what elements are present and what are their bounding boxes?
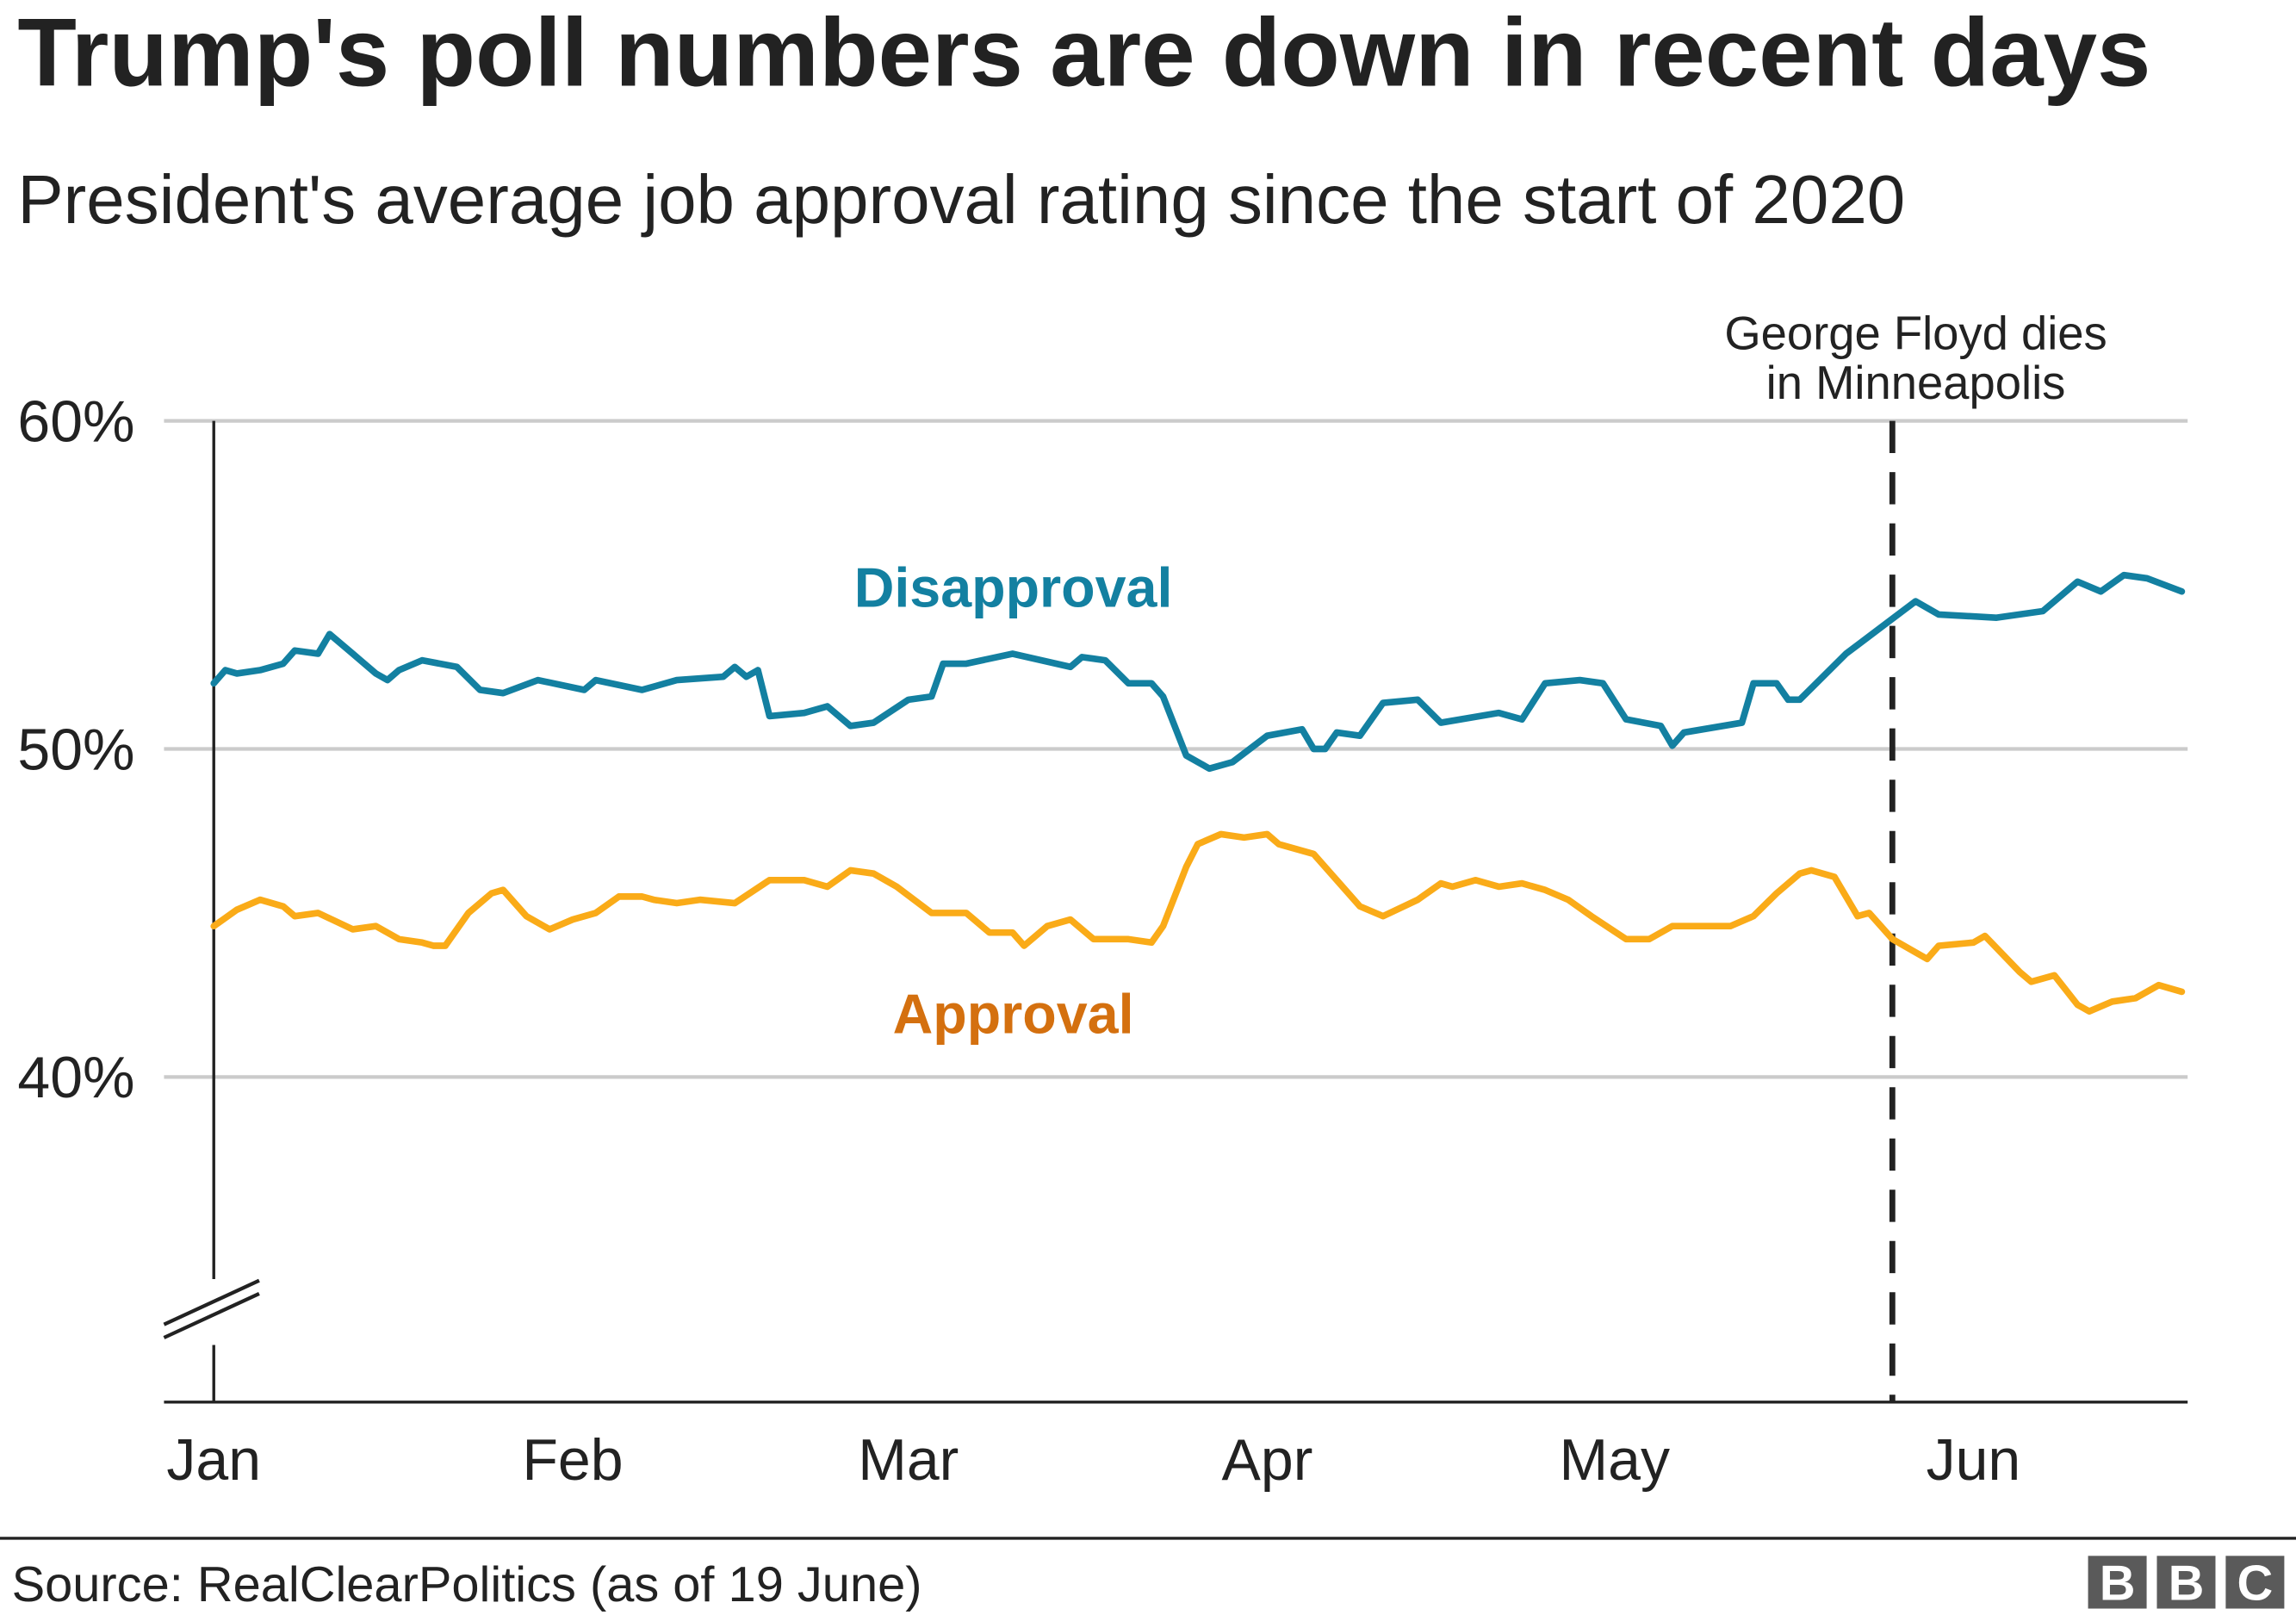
x-tick-label: May — [1559, 1427, 1669, 1493]
y-tick-label: 50% — [17, 717, 134, 782]
x-tick-label: Mar — [858, 1427, 959, 1493]
svg-text:B: B — [2169, 1556, 2205, 1611]
series-label-approval: Approval — [893, 983, 1134, 1045]
series-line-approval — [210, 830, 2186, 1016]
gridlines — [164, 419, 2188, 1079]
x-tick-label: Feb — [522, 1427, 623, 1493]
y-tick-label: 60% — [17, 388, 134, 454]
series-label-disapproval: Disapproval — [854, 557, 1173, 619]
y-tick-labels: 60% 50% 40% — [17, 388, 134, 1110]
x-tick-label: Jan — [166, 1427, 261, 1493]
annotation-line-1: George Floyd dies — [1724, 307, 2107, 359]
x-tick-label: Jun — [1927, 1427, 2021, 1493]
axis-break-mark — [163, 1278, 260, 1326]
series-lines — [210, 571, 2186, 1016]
series-line-disapproval — [210, 571, 2186, 773]
x-tick-label: Apr — [1222, 1427, 1313, 1493]
annotation-line-2: in Minneapolis — [1766, 357, 2066, 409]
x-tick-labels: Jan Feb Mar Apr May Jun — [166, 1427, 2020, 1493]
axis-break-mark — [163, 1292, 260, 1339]
source-note: Source: RealClearPolitics (as of 19 June… — [12, 1557, 922, 1612]
bbc-logo: B B C — [2088, 1556, 2285, 1611]
svg-text:C: C — [2237, 1556, 2274, 1611]
svg-text:B: B — [2100, 1556, 2136, 1611]
y-tick-label: 40% — [17, 1045, 134, 1110]
chart-title: Trump's poll numbers are down in recent … — [17, 0, 2150, 106]
chart-subtitle: President's average job approval rating … — [17, 161, 1905, 238]
